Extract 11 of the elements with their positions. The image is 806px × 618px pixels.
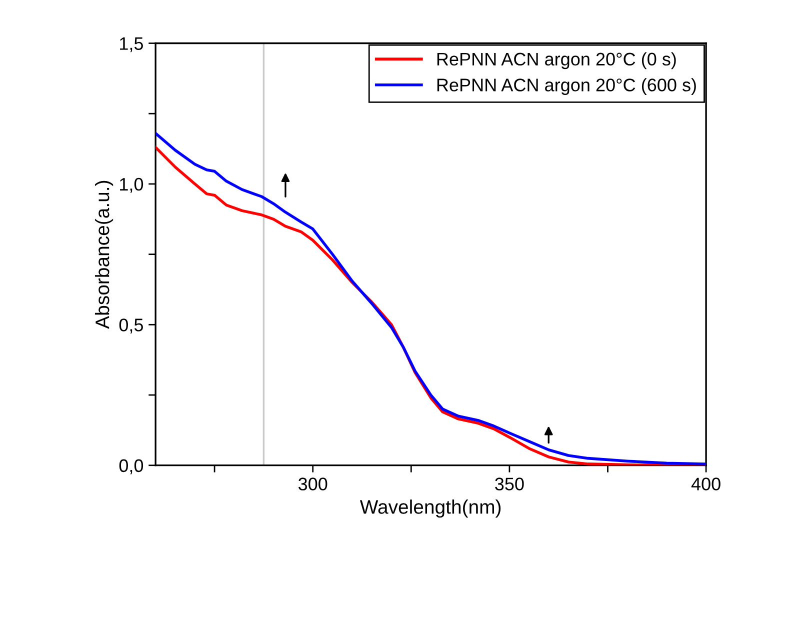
legend-label: RePNN ACN argon 20°C (600 s) <box>437 78 696 95</box>
y-tick-label: 1,5 <box>120 37 143 52</box>
x-tick-label: 300 <box>298 478 328 490</box>
y-tick-label: 1,0 <box>120 178 144 193</box>
x-tick-label: 350 <box>495 478 524 490</box>
y-tick-label: 0,0 <box>119 459 144 474</box>
y-tick-label: 0,5 <box>119 318 143 334</box>
x-axis-title: Wavelength(nm) <box>360 500 501 518</box>
legend-label: RePNN ACN argon 20°C (0 s) <box>437 52 676 70</box>
y-axis-title: Absorbance(a.u.) <box>94 180 114 329</box>
x-tick-label: 400 <box>691 478 720 490</box>
